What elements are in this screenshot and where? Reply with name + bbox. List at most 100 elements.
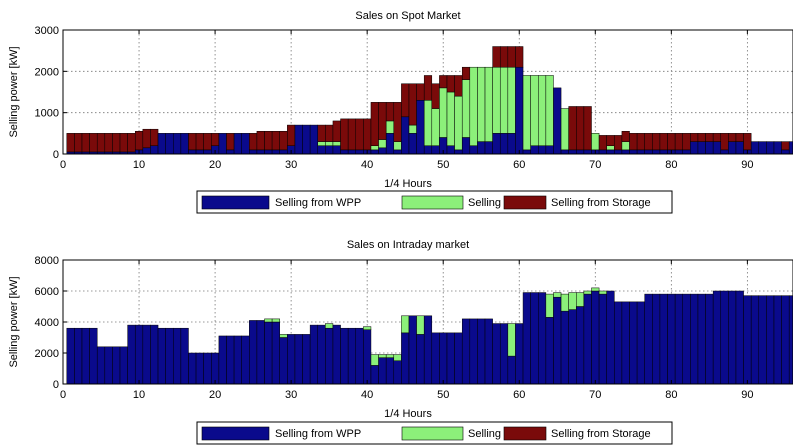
bar-wpp xyxy=(347,327,357,385)
bar-wpp xyxy=(507,133,516,155)
bar-pv xyxy=(560,293,569,312)
bar-wpp xyxy=(461,318,471,385)
bar-storage xyxy=(370,102,379,146)
bar-wpp xyxy=(332,324,341,385)
bar-wpp xyxy=(614,301,623,385)
bar-storage xyxy=(667,133,676,151)
bar-pv xyxy=(522,75,531,151)
bar-wpp xyxy=(294,334,303,385)
y-tick-label: 2000 xyxy=(35,66,59,78)
y-tick-label: 2000 xyxy=(35,348,59,360)
bar-wpp xyxy=(781,149,790,155)
legend-swatch-storage xyxy=(503,426,547,441)
bar-wpp xyxy=(408,133,417,155)
bar-wpp xyxy=(659,149,668,155)
legend-swatch-storage xyxy=(503,195,547,210)
bar-wpp xyxy=(606,149,615,155)
bar-wpp xyxy=(241,335,250,385)
bar-storage xyxy=(408,83,417,126)
bar-pv xyxy=(545,75,554,146)
bar-wpp xyxy=(408,315,417,385)
bar-wpp xyxy=(363,329,372,385)
bar-wpp xyxy=(667,293,676,385)
bar-storage xyxy=(568,106,577,151)
bar-wpp xyxy=(218,335,227,385)
bar-pv xyxy=(370,354,379,366)
bar-wpp xyxy=(735,290,744,385)
bar-wpp xyxy=(256,320,265,385)
chart-title: Sales on Spot Market xyxy=(355,10,460,22)
bar-storage xyxy=(705,133,714,142)
bar-wpp xyxy=(180,133,189,155)
bar-storage xyxy=(743,133,752,151)
bar-wpp xyxy=(142,324,151,385)
bar-storage xyxy=(271,131,280,151)
bar-pv xyxy=(538,75,547,146)
bar-wpp xyxy=(705,141,714,155)
bar-wpp xyxy=(165,133,174,155)
bar-wpp xyxy=(142,147,151,155)
bar-wpp xyxy=(203,149,212,155)
bar-wpp xyxy=(690,141,699,155)
bar-storage xyxy=(499,46,509,68)
bar-wpp xyxy=(758,295,767,385)
bar-wpp xyxy=(165,327,174,385)
bar-wpp xyxy=(317,324,326,385)
bar-storage xyxy=(735,133,744,142)
bar-wpp xyxy=(720,149,729,155)
bar-storage xyxy=(340,118,349,151)
chart-2: Sales on Intraday market 0 10 20 30 40 50 60 70 8… xyxy=(8,239,793,445)
bar-wpp xyxy=(629,301,638,385)
bar-wpp xyxy=(355,327,364,385)
x-tick-label: 70 xyxy=(589,159,601,171)
bar-storage xyxy=(598,135,607,151)
x-tick-label: 30 xyxy=(285,159,297,171)
bar-pv xyxy=(271,318,280,323)
bar-wpp xyxy=(309,324,318,385)
bar-wpp xyxy=(674,149,683,155)
bar-pv xyxy=(408,124,417,134)
bar-wpp xyxy=(96,346,106,385)
bar-wpp xyxy=(583,149,592,155)
bar-pv xyxy=(393,141,402,151)
bar-wpp xyxy=(423,145,433,155)
bar-storage xyxy=(614,135,623,151)
bar-wpp xyxy=(89,327,98,385)
bar-wpp xyxy=(256,149,265,155)
bar-wpp xyxy=(446,145,455,155)
bar-storage xyxy=(74,133,83,153)
bar-wpp xyxy=(188,149,197,155)
bar-wpp xyxy=(325,145,334,155)
bar-storage xyxy=(423,75,433,101)
bar-wpp xyxy=(66,327,75,385)
bar-wpp xyxy=(773,295,782,385)
x-axis-label: 1/4 Hours xyxy=(384,408,432,420)
bar-wpp xyxy=(157,327,166,385)
chart-1: Sales on Spot Market 0 10 20 30 40 50 60 70 80 90 0… xyxy=(8,10,793,214)
bar-wpp xyxy=(788,141,793,155)
bar-wpp xyxy=(112,346,121,385)
bar-pv xyxy=(591,133,600,151)
bar-wpp xyxy=(576,149,585,155)
bar-storage xyxy=(363,118,372,151)
bar-storage xyxy=(249,133,258,151)
bar-storage xyxy=(629,133,638,151)
bar-wpp xyxy=(766,141,775,155)
bar-pv xyxy=(385,354,395,358)
x-tick-label: 40 xyxy=(361,159,373,171)
bar-wpp xyxy=(195,149,204,155)
bar-wpp xyxy=(180,327,189,385)
bar-wpp xyxy=(454,149,463,155)
bar-wpp xyxy=(758,141,767,155)
bar-storage xyxy=(682,133,691,151)
bar-wpp xyxy=(652,293,661,385)
bar-storage xyxy=(507,46,516,68)
x-tick-label: 90 xyxy=(741,159,753,171)
bar-wpp xyxy=(370,149,379,155)
bar-wpp xyxy=(416,100,425,155)
y-tick-label: 1000 xyxy=(35,108,59,120)
bar-pv xyxy=(507,66,516,134)
bar-wpp xyxy=(340,327,349,385)
bar-wpp xyxy=(712,141,722,155)
